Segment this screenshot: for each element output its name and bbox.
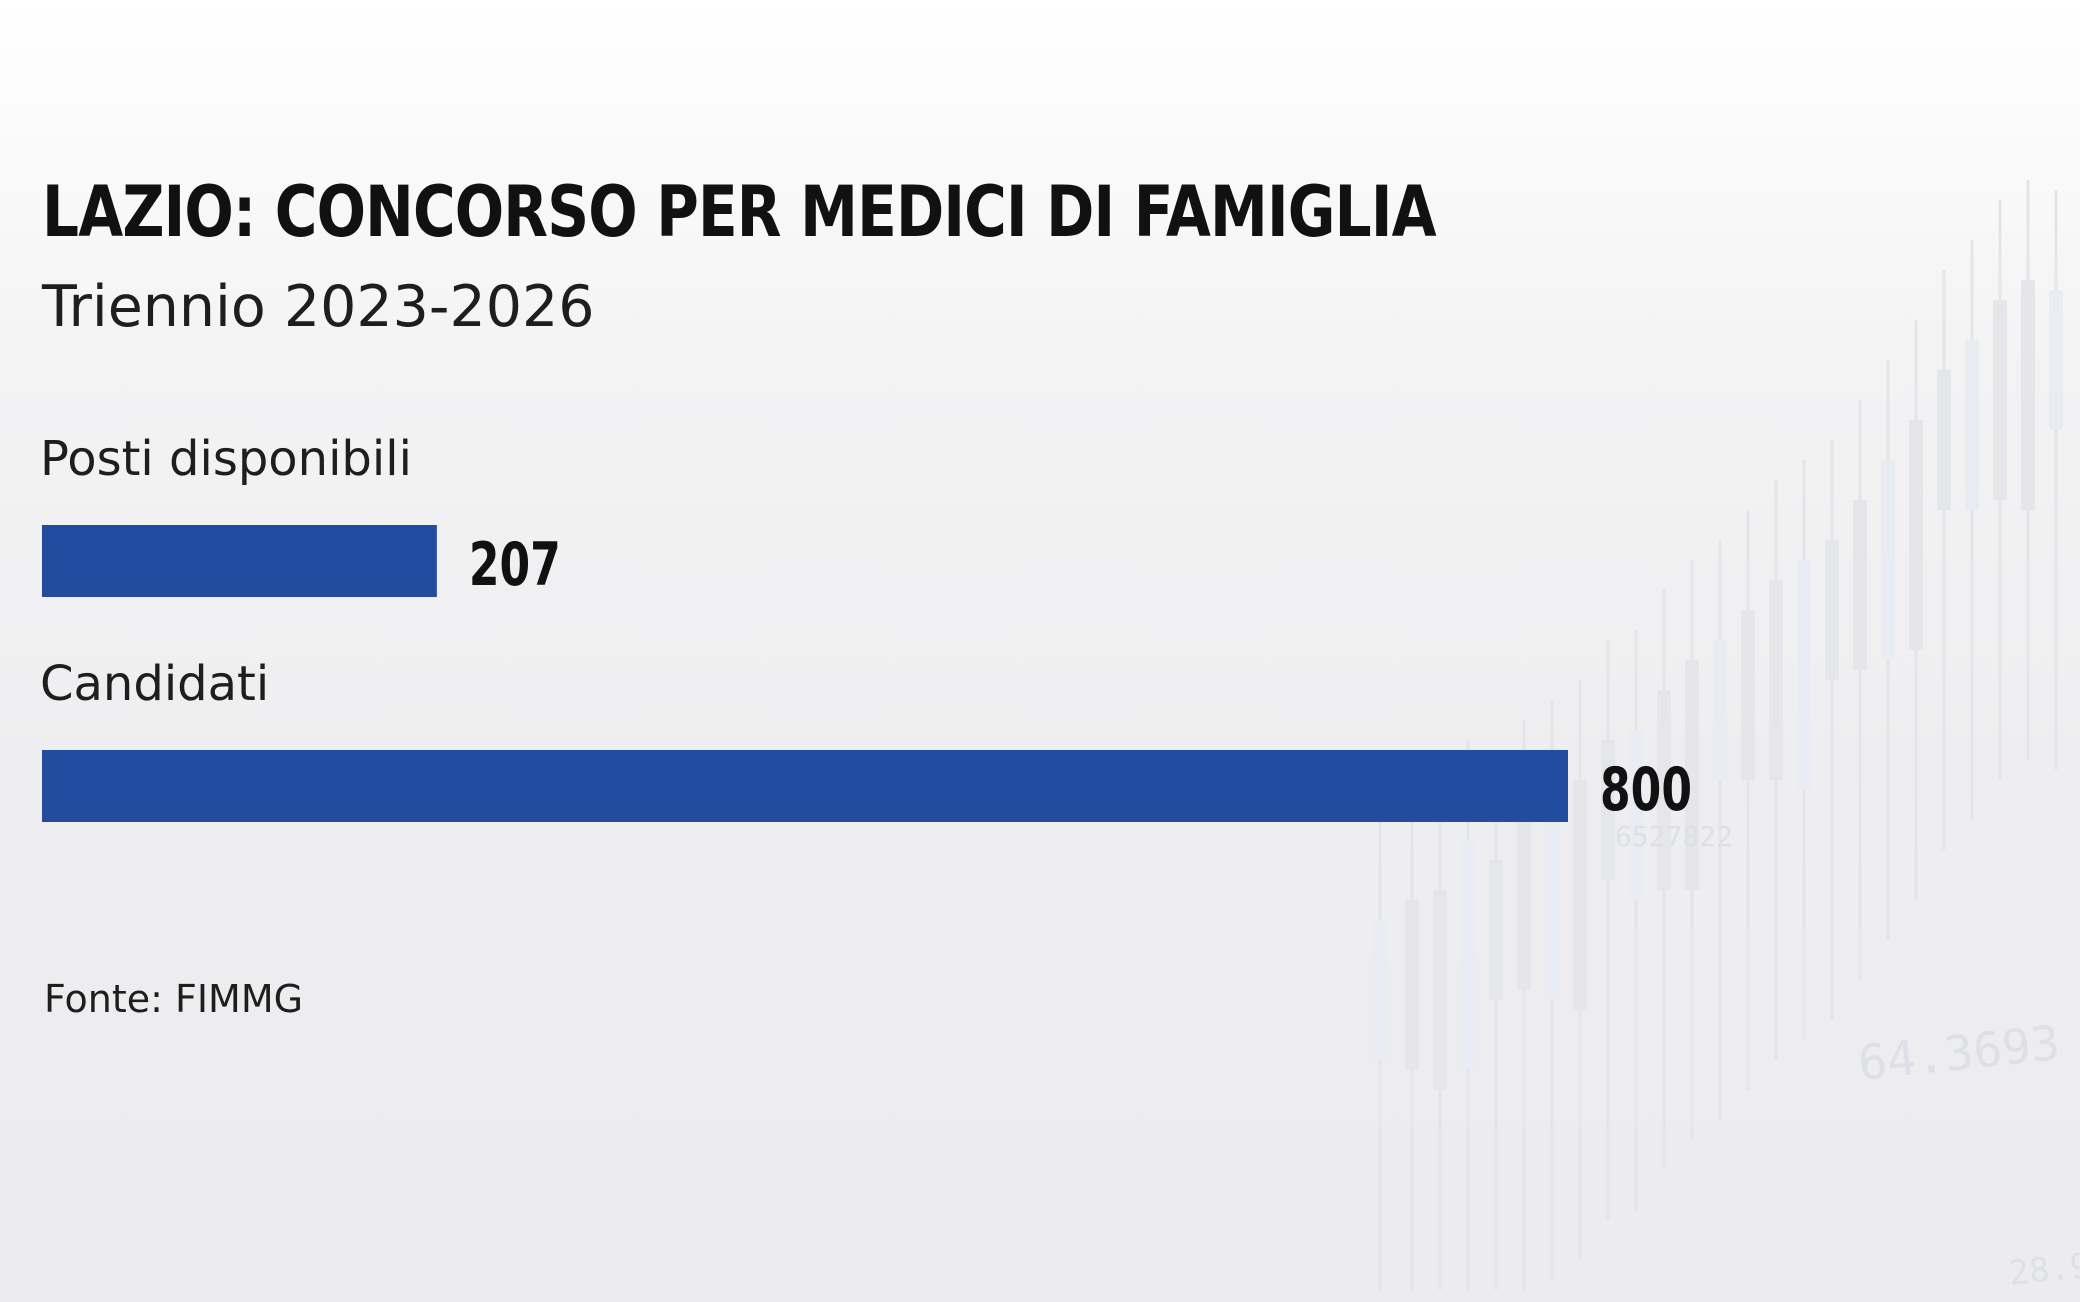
decor-candle bbox=[1685, 660, 1699, 890]
source-note: Fonte: FIMMG bbox=[44, 977, 304, 1021]
decor-candle bbox=[1545, 800, 1559, 1000]
decor-candle bbox=[1489, 860, 1503, 1000]
decor-candle bbox=[1405, 900, 1419, 1070]
decor-number: 6527822 bbox=[1615, 820, 1733, 853]
decor-candle bbox=[1517, 820, 1531, 990]
decor-number: 64.3693 bbox=[1855, 1015, 2062, 1092]
decor-candle bbox=[2021, 280, 2035, 510]
decor-candle bbox=[1713, 640, 1727, 780]
decor-candle bbox=[1629, 730, 1643, 900]
decor-candle bbox=[1741, 610, 1755, 780]
decor-candle bbox=[2049, 290, 2063, 430]
candlestick-decoration bbox=[1373, 180, 2063, 1290]
decor-number: 28.9 bbox=[2007, 1246, 2080, 1294]
decor-candle bbox=[1433, 890, 1447, 1090]
decor-candle bbox=[1601, 740, 1615, 880]
decor-candle bbox=[1881, 460, 1895, 660]
decor-candle bbox=[1373, 920, 1387, 1060]
bar bbox=[42, 525, 437, 597]
decor-candle bbox=[1797, 560, 1811, 790]
category-label: Posti disponibili bbox=[40, 431, 412, 487]
chart-subtitle: Triennio 2023-2026 bbox=[42, 274, 595, 340]
decor-candle bbox=[1573, 780, 1587, 1010]
decor-candle bbox=[1965, 340, 1979, 510]
decor-candle bbox=[1853, 500, 1867, 670]
value-label: 800 bbox=[1600, 755, 1692, 825]
decor-candle bbox=[1937, 370, 1951, 510]
decor-candle bbox=[1909, 420, 1923, 650]
bar-chart: Posti disponibili 207 Candidati 800 bbox=[40, 431, 1692, 825]
value-label: 207 bbox=[469, 530, 561, 600]
decor-candle bbox=[1657, 690, 1671, 890]
decor-candle bbox=[1769, 580, 1783, 780]
decor-candle bbox=[1993, 300, 2007, 500]
bar bbox=[42, 750, 1568, 822]
decor-candle bbox=[1461, 840, 1475, 1070]
chart-title: LAZIO: CONCORSO PER MEDICI DI FAMIGLIA bbox=[42, 171, 1437, 253]
category-label: Candidati bbox=[40, 656, 269, 712]
decor-candle bbox=[1825, 540, 1839, 680]
